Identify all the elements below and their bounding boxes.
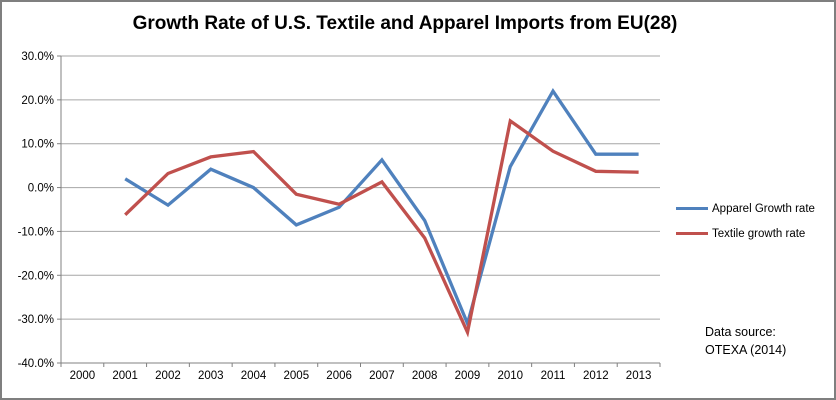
- x-axis-tick-label: 2007: [369, 370, 395, 382]
- apparel-line-swatch: [676, 207, 708, 210]
- data-source-line2: OTEXA (2014): [705, 343, 787, 357]
- x-axis-tick-label: 2001: [112, 370, 138, 382]
- x-axis-tick-label: 2004: [241, 370, 267, 382]
- apparel-growth-rate-line: [124, 87, 639, 329]
- x-axis-tick-label: 2006: [326, 370, 352, 382]
- x-axis-tick-label: 2000: [70, 370, 96, 382]
- x-axis-tick-label: 2010: [497, 370, 523, 382]
- legend-item-textile: Textile growth rate: [676, 221, 815, 246]
- x-axis-tick-label: 2013: [626, 370, 652, 382]
- data-source-line1: Data source:: [705, 325, 776, 339]
- textile-growth-rate-line: [124, 118, 639, 338]
- x-axis-tick-label: 2002: [155, 370, 181, 382]
- y-axis-tick-label: -30.0%: [18, 314, 54, 326]
- y-axis-tick-label: 20.0%: [21, 95, 54, 107]
- chart-title: Growth Rate of U.S. Textile and Apparel …: [132, 13, 678, 34]
- y-axis-tick-label: -20.0%: [18, 270, 54, 282]
- textile-line-swatch: [676, 232, 708, 235]
- x-axis-tick-label: 2008: [412, 370, 438, 382]
- y-axis-tick-label: -10.0%: [18, 226, 54, 238]
- x-axis-tick-label: 2003: [198, 370, 224, 382]
- y-axis-tick-label: 30.0%: [21, 51, 54, 63]
- x-axis-tick-label: 2005: [284, 370, 310, 382]
- legend-label-apparel: Apparel Growth rate: [712, 202, 815, 215]
- legend-label-textile: Textile growth rate: [712, 227, 806, 240]
- legend: Apparel Growth rate Textile growth rate: [676, 196, 815, 246]
- y-axis-tick-label: 10.0%: [21, 139, 54, 151]
- x-axis-tick-label: 2012: [583, 370, 609, 382]
- y-axis-tick-label: -40.0%: [18, 358, 54, 370]
- legend-item-apparel: Apparel Growth rate: [676, 196, 815, 221]
- y-axis-tick-label: 0.0%: [28, 183, 54, 195]
- data-source-note: Data source: OTEXA (2014): [705, 323, 786, 359]
- x-axis-tick-label: 2009: [455, 370, 481, 382]
- x-axis-tick-label: 2011: [541, 370, 566, 382]
